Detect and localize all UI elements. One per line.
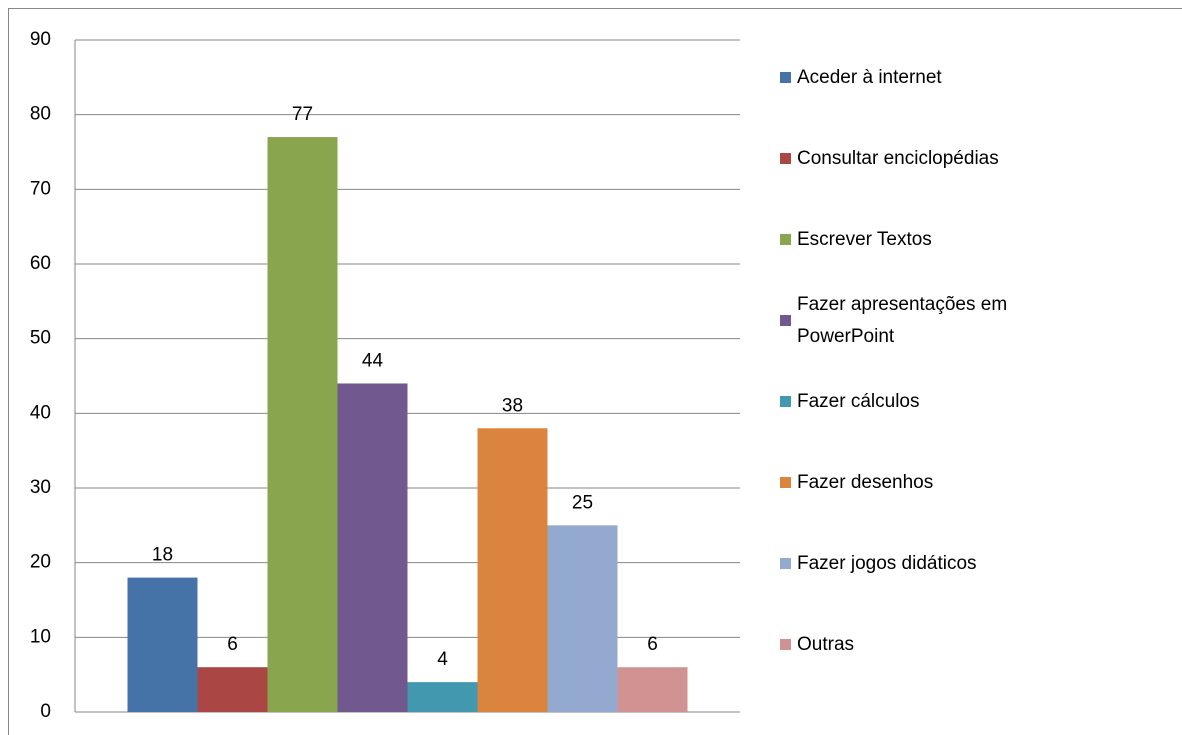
legend-swatch — [780, 315, 791, 326]
y-tick-label: 60 — [30, 253, 51, 274]
legend-swatch — [780, 234, 791, 245]
y-tick-label: 50 — [30, 328, 51, 349]
data-label: 6 — [647, 634, 658, 655]
legend-label: Fazer cálculos — [797, 390, 920, 412]
data-label: 77 — [292, 104, 313, 125]
y-tick-label: 20 — [30, 552, 51, 573]
legend-label: Aceder à internet — [797, 66, 942, 88]
chart-border — [8, 8, 1182, 735]
y-tick-label: 70 — [30, 178, 51, 199]
legend-item: Fazer desenhos — [780, 442, 1040, 523]
data-label: 38 — [502, 395, 523, 416]
y-tick-label: 40 — [30, 402, 51, 423]
bar — [267, 137, 338, 713]
y-tick-label: 10 — [30, 626, 51, 647]
bar — [197, 667, 268, 712]
legend-item: Consultar enciclopédias — [780, 118, 1040, 199]
data-label: 44 — [362, 350, 384, 371]
legend-label: Fazer jogos didáticos — [797, 552, 977, 574]
legend-item: Escrever Textos — [780, 199, 1040, 280]
legend: Aceder à internet Consultar enciclopédias… — [780, 37, 1040, 685]
y-tick-label: 80 — [30, 104, 51, 125]
data-label: 18 — [152, 545, 173, 566]
legend-swatch — [780, 639, 791, 650]
bar — [407, 682, 478, 712]
bar — [127, 577, 198, 712]
legend-item: Aceder à internet — [780, 37, 1040, 118]
data-label: 25 — [572, 492, 593, 513]
legend-label: Consultar enciclopédias — [797, 147, 999, 169]
y-tick-label: 30 — [30, 477, 51, 498]
legend-label: Fazer apresentações em PowerPoint — [797, 293, 1008, 347]
bar — [617, 667, 688, 712]
legend-item: Fazer jogos didáticos — [780, 523, 1040, 604]
legend-swatch — [780, 477, 791, 488]
y-tick-label: 0 — [40, 701, 51, 722]
legend-label: Outras — [797, 633, 855, 655]
y-tick-label: 90 — [30, 29, 51, 50]
data-label: 6 — [227, 634, 238, 655]
bar — [547, 525, 618, 712]
legend-swatch — [780, 396, 791, 407]
legend-item: Outras — [780, 604, 1040, 685]
legend-swatch — [780, 558, 791, 569]
legend-item: Fazer cálculos — [780, 361, 1040, 442]
legend-label: Fazer desenhos — [797, 471, 934, 493]
legend-swatch — [780, 153, 791, 164]
legend-item: Fazer apresentações em PowerPoint — [780, 280, 1040, 361]
bar — [477, 428, 548, 712]
data-label: 4 — [437, 649, 448, 670]
legend-label: Escrever Textos — [797, 228, 932, 250]
legend-swatch — [780, 72, 791, 83]
bar — [337, 383, 408, 712]
